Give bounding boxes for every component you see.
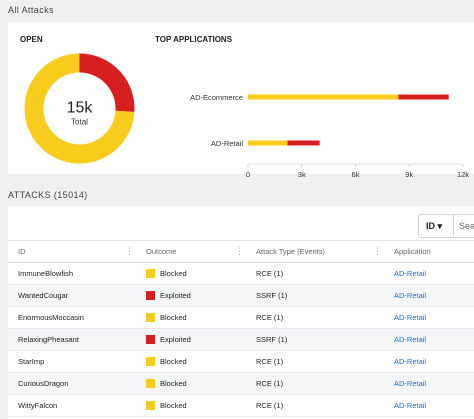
donut-slice[interactable]: [79, 53, 135, 112]
table-row[interactable]: CuriousDragon Blocked RCE (1) AD-Retail: [8, 372, 474, 395]
outcome-label: Blocked: [160, 379, 187, 388]
cell-id: ImmuneBlowfish: [8, 262, 136, 285]
column-menu-icon[interactable]: ⋮: [373, 246, 382, 256]
bar-segment[interactable]: [248, 94, 399, 100]
bar-segment[interactable]: [248, 140, 288, 146]
outcome-label: Exploited: [160, 335, 191, 344]
cell-id: StarImp: [8, 350, 136, 373]
cell-application: AD-Retail: [384, 372, 474, 395]
cell-application: AD-Retail: [384, 350, 474, 373]
outcome-label: Blocked: [160, 313, 187, 322]
cell-id: WantedCougar: [8, 284, 136, 307]
cell-outcome: Blocked: [136, 262, 246, 285]
search-input[interactable]: Search...: [459, 221, 474, 231]
outcome-status-swatch: [146, 335, 155, 344]
header-attack-type-label: Attack Type (Events): [256, 247, 326, 256]
cell-outcome: Blocked: [136, 350, 246, 373]
bar-segment[interactable]: [287, 140, 320, 146]
attacks-table-card: ID ▾ Search... ID ⋮ Outcome ⋮ Attack Type …: [8, 206, 474, 419]
x-tick-label: 12k: [457, 170, 469, 179]
application-link[interactable]: AD-Retail: [394, 313, 427, 322]
outcome-label: Blocked: [160, 401, 187, 410]
attacks-table: ID ⋮ Outcome ⋮ Attack Type (Events) ⋮ Appli…: [8, 240, 474, 417]
id-filter[interactable]: ID ▾ Search...: [418, 214, 474, 238]
outcome-label: Blocked: [160, 269, 187, 278]
filter-selected[interactable]: ID ▾: [426, 221, 442, 232]
outcome-status-swatch: [146, 357, 155, 366]
table-row[interactable]: ImmuneBlowfish Blocked RCE (1) AD-Retail: [8, 262, 474, 285]
donut-center-value: 15k: [67, 100, 94, 117]
table-row[interactable]: RelaxingPheasant Exploited SSRF (1) AD-Reta…: [8, 328, 474, 351]
category-label: AD-Ecommerce: [190, 93, 243, 102]
chevron-down-icon: ▾: [437, 221, 443, 231]
x-tick-label: 9k: [405, 170, 413, 179]
open-title: OPEN: [20, 35, 43, 44]
summary-card: OPEN TOP APPLICATIONS 15k Total AD-Ecomme…: [8, 22, 474, 179]
application-link[interactable]: AD-Retail: [394, 379, 427, 388]
table-header-row: ID ⋮ Outcome ⋮ Attack Type (Events) ⋮ Appli…: [8, 240, 474, 263]
outcome-status-swatch: [146, 401, 155, 410]
all-attacks-title: All Attacks: [8, 5, 54, 15]
header-outcome[interactable]: Outcome ⋮: [136, 240, 246, 263]
cell-attack-type: SSRF (1): [246, 284, 384, 307]
cell-id: RelaxingPheasant: [8, 328, 136, 351]
outcome-label: Blocked: [160, 357, 187, 366]
cell-id: EnormousMoccasin: [8, 306, 136, 329]
application-link[interactable]: AD-Retail: [394, 335, 427, 344]
header-id[interactable]: ID ⋮: [8, 240, 136, 263]
header-outcome-label: Outcome: [146, 247, 177, 256]
cell-application: AD-Retail: [384, 262, 474, 285]
column-menu-icon[interactable]: ⋮: [125, 246, 134, 256]
cell-id: CuriousDragon: [8, 372, 136, 395]
cell-attack-type: RCE (1): [246, 262, 384, 285]
outcome-status-swatch: [146, 313, 155, 322]
bar-segment[interactable]: [398, 94, 449, 100]
cell-outcome: Exploited: [136, 328, 246, 351]
donut-center-label: Total: [71, 118, 88, 127]
top-applications-title: TOP APPLICATIONS: [155, 35, 233, 44]
cell-outcome: Blocked: [136, 394, 246, 417]
cell-attack-type: RCE (1): [246, 350, 384, 373]
application-link[interactable]: AD-Retail: [394, 291, 427, 300]
application-link[interactable]: AD-Retail: [394, 357, 427, 366]
header-id-label: ID: [18, 247, 26, 256]
application-link[interactable]: AD-Retail: [394, 269, 427, 278]
header-application[interactable]: Application: [384, 240, 474, 263]
table-row[interactable]: WantedCougar Exploited SSRF (1) AD-Retail: [8, 284, 474, 307]
cell-attack-type: RCE (1): [246, 394, 384, 417]
cell-attack-type: SSRF (1): [246, 328, 384, 351]
category-label: AD-Retail: [211, 139, 243, 148]
outcome-status-swatch: [146, 291, 155, 300]
donut-slice[interactable]: [24, 53, 135, 164]
cell-application: AD-Retail: [384, 328, 474, 351]
outcome-status-swatch: [146, 269, 155, 278]
cell-id: WittyFalcon: [8, 394, 136, 417]
application-link[interactable]: AD-Retail: [394, 401, 427, 410]
cell-outcome: Exploited: [136, 284, 246, 307]
filter-selected-label: ID: [426, 221, 435, 231]
cell-outcome: Blocked: [136, 306, 246, 329]
cell-attack-type: RCE (1): [246, 306, 384, 329]
cell-application: AD-Retail: [384, 284, 474, 307]
cell-application: AD-Retail: [384, 306, 474, 329]
outcome-label: Exploited: [160, 291, 191, 300]
header-attack-type[interactable]: Attack Type (Events) ⋮: [246, 240, 384, 263]
header-application-label: Application: [394, 247, 431, 256]
x-tick-label: 0: [246, 170, 250, 179]
x-tick-label: 6k: [352, 170, 360, 179]
cell-application: AD-Retail: [384, 394, 474, 417]
table-row[interactable]: StarImp Blocked RCE (1) AD-Retail: [8, 350, 474, 373]
column-menu-icon[interactable]: ⋮: [235, 246, 244, 256]
cell-attack-type: RCE (1): [246, 372, 384, 395]
table-row[interactable]: EnormousMoccasin Blocked RCE (1) AD-Retail: [8, 306, 474, 329]
outcome-status-swatch: [146, 379, 155, 388]
filter-divider: [453, 215, 454, 237]
table-row[interactable]: WittyFalcon Blocked RCE (1) AD-Retail: [8, 394, 474, 417]
attacks-title: ATTACKS (15014): [8, 190, 88, 200]
cell-outcome: Blocked: [136, 372, 246, 395]
top-applications-bar-chart: AD-Ecommerce AD-Retail 0 3k 6k 9k 12k: [190, 93, 469, 179]
x-tick-label: 3k: [298, 170, 306, 179]
